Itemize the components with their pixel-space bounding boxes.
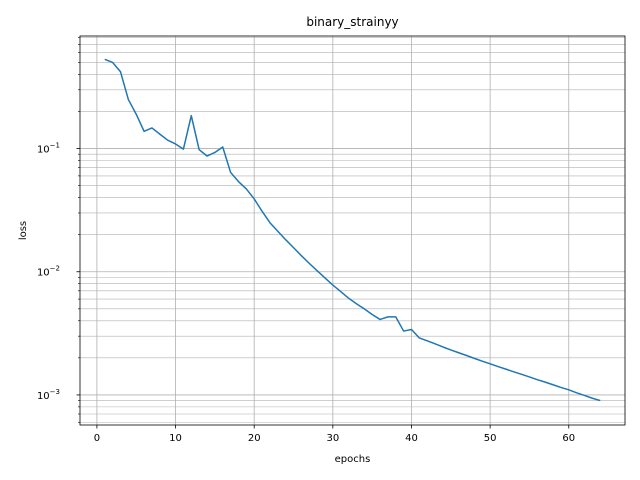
- grid: [80, 36, 625, 425]
- loss-series-line: [104, 58, 601, 402]
- plot-frame: [79, 35, 626, 426]
- y-tick-label: 10−3: [37, 388, 60, 402]
- y-tick-base: 10: [37, 391, 50, 402]
- y-tick-exponent: −2: [50, 265, 60, 273]
- x-tick-label: 20: [248, 433, 261, 444]
- x-tick-label: 40: [405, 433, 418, 444]
- y-axis-label: loss: [18, 221, 29, 240]
- x-tick-label: 60: [562, 433, 575, 444]
- series-layer: [104, 58, 601, 402]
- chart-title: binary_strainyy: [306, 15, 398, 29]
- y-tick-exponent: −3: [50, 388, 60, 396]
- y-tick-label: 10−1: [37, 142, 60, 156]
- x-tick-label: 0: [94, 433, 100, 444]
- y-tick-exponent: −1: [50, 142, 60, 150]
- y-tick-label: 10−2: [37, 265, 60, 279]
- x-tick-label: 30: [326, 433, 339, 444]
- y-tick-base: 10: [37, 145, 50, 156]
- x-tick-label: 10: [169, 433, 182, 444]
- x-axis-label: epochs: [335, 454, 371, 465]
- x-tick-label: 50: [484, 433, 497, 444]
- y-tick-base: 10: [37, 268, 50, 279]
